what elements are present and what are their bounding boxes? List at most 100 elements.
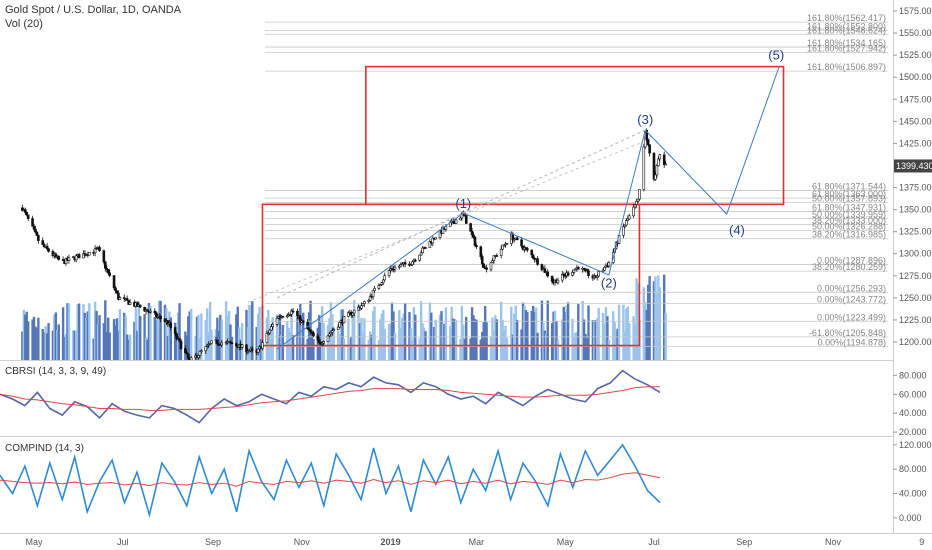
volume-bar — [505, 338, 509, 360]
candle-body — [64, 257, 68, 264]
volume-bar — [633, 324, 637, 360]
volume-bar — [156, 314, 159, 360]
volume-bar — [434, 319, 437, 360]
volume-bar — [566, 302, 570, 360]
candle-body — [352, 309, 356, 314]
candle-body — [220, 342, 224, 346]
price-tick-label: 1550.000 — [899, 28, 932, 38]
wave-label: (1) — [455, 196, 471, 211]
volume-bar — [350, 336, 353, 360]
candle-body — [397, 265, 401, 268]
volume-bar — [230, 336, 234, 360]
candle-body — [603, 266, 606, 271]
candle-body — [169, 322, 173, 328]
volume-bar — [524, 309, 528, 360]
candle-body — [326, 335, 330, 342]
volume-bar — [185, 335, 189, 360]
candle-body — [595, 275, 599, 278]
volume-bar — [63, 336, 66, 360]
candle-body — [424, 247, 427, 249]
volume-bar — [398, 310, 401, 360]
candle-body — [655, 165, 659, 176]
volume-bar — [300, 318, 303, 360]
candle-body — [322, 341, 325, 344]
price-tick-label: 1325.000 — [899, 227, 932, 237]
volume-bar — [616, 328, 619, 360]
volume-bar — [139, 315, 142, 360]
volume-bar — [56, 329, 59, 360]
candle-body — [577, 267, 580, 270]
time-tick-label: Jul — [648, 537, 660, 547]
candle-body — [428, 241, 432, 248]
volume-bar — [389, 323, 392, 360]
volume-bar — [41, 329, 44, 360]
candle-body — [261, 342, 264, 349]
volume-bar — [604, 307, 608, 360]
volume-bar — [44, 326, 47, 360]
compind-series-line — [0, 472, 661, 487]
time-tick-label: Mar — [469, 537, 485, 547]
volume-bar — [387, 323, 391, 360]
candle-body — [536, 258, 539, 265]
candle-body — [54, 253, 58, 257]
volume-bar — [22, 309, 26, 360]
candle-body — [230, 342, 234, 345]
candle-body — [652, 152, 656, 180]
candle-body — [475, 245, 478, 248]
volume-bar — [657, 275, 660, 360]
candle-body — [42, 244, 46, 248]
volume-bar — [382, 309, 385, 360]
candlestick-series — [21, 128, 667, 360]
volume-bar — [175, 330, 178, 360]
candle-body — [470, 231, 474, 236]
time-axis[interactable]: May Jul Sep Nov 2019 Mar May Jul Sep Nov 9 — [25, 537, 924, 547]
candle-body — [35, 231, 39, 236]
candle-body — [351, 312, 355, 316]
volume-bar — [189, 308, 193, 360]
volume-bar — [383, 328, 386, 360]
volume-bar — [530, 310, 533, 360]
volume-bar — [463, 338, 466, 360]
volume-bar — [414, 314, 417, 360]
candle-body — [240, 344, 244, 348]
volume-bar — [149, 305, 152, 360]
volume-bar — [587, 305, 590, 360]
volume-bar — [473, 318, 477, 360]
candle-body — [153, 310, 157, 313]
candle-body — [138, 304, 142, 308]
volume-bar — [210, 329, 213, 360]
volume-bar — [197, 314, 200, 360]
candle-body — [550, 275, 554, 282]
volume-bar — [302, 312, 305, 360]
volume-bar — [485, 322, 488, 360]
volume-bar — [173, 322, 177, 360]
candle-body — [271, 324, 274, 327]
candle-body — [393, 266, 397, 270]
volume-bar — [286, 321, 289, 360]
candle-body — [472, 234, 475, 238]
volume-bar — [153, 317, 156, 360]
candle-body — [173, 327, 177, 334]
volume-bar — [258, 306, 261, 360]
volume-bar — [249, 305, 253, 360]
fib-level-label: 61.80%(1363.000) — [812, 189, 886, 199]
volume-bar — [622, 304, 625, 360]
candle-body — [115, 290, 119, 294]
time-tick-label: 9 — [919, 537, 924, 547]
volume-bar — [431, 337, 434, 360]
candle-body — [265, 333, 269, 344]
price-axis[interactable]: 1200.000 1225.000 1250.000 1275.000 1300.000… — [893, 6, 932, 347]
volume-bar — [128, 334, 132, 360]
candle-body — [154, 312, 158, 318]
volume-bar — [319, 322, 322, 360]
volume-bars — [21, 274, 667, 360]
fib-level-label: 0.00%(1223.499) — [817, 312, 886, 322]
volume-bar — [77, 303, 81, 360]
volume-bar — [472, 315, 475, 360]
volume-bar — [606, 316, 609, 360]
volume-bar — [655, 292, 659, 360]
candle-body — [208, 342, 212, 345]
candle-body — [143, 306, 146, 312]
candle-body — [332, 329, 336, 332]
candle-body — [526, 248, 529, 251]
